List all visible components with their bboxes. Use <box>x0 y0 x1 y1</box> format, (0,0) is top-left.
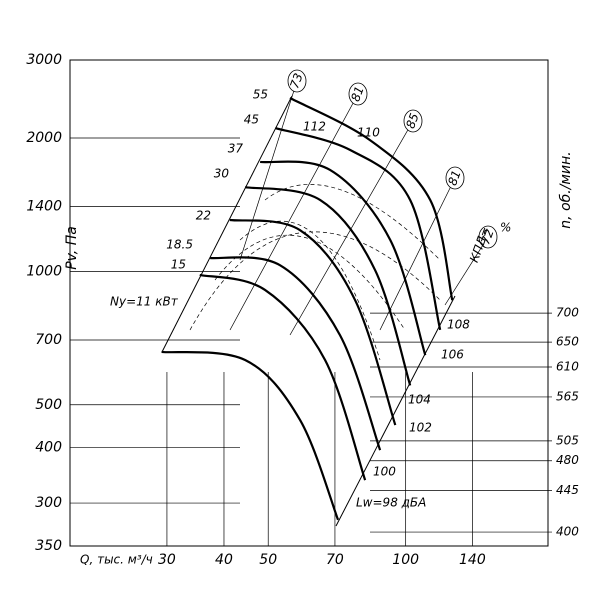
y2-tick-label: 610 <box>556 359 579 373</box>
y2-axis-title: n, об./мин. <box>558 151 574 228</box>
y2-tick-label: 505 <box>556 433 579 447</box>
efficiency-label: 81 <box>348 84 366 103</box>
efficiency-circle <box>287 69 307 93</box>
x-tick-label: 40 <box>215 552 233 568</box>
y-tick-label: 400 <box>35 440 62 456</box>
noise-label: 110 <box>357 126 380 140</box>
efficiency-contour <box>239 220 381 361</box>
efficiency-ray <box>444 236 489 306</box>
y-tick-label: 700 <box>35 332 62 348</box>
y-axis-title: Pv, Па <box>64 226 80 270</box>
efficiency-ray <box>289 120 414 336</box>
fan-curve <box>289 97 454 301</box>
y-tick-label: 1000 <box>26 263 62 279</box>
y2-tick-label: 650 <box>556 335 579 349</box>
fan-curve <box>229 218 397 426</box>
efficiency-label: 72 <box>478 227 496 246</box>
plot-frame <box>69 59 549 547</box>
x-tick-label: 140 <box>459 552 486 568</box>
x-tick-label: 100 <box>392 552 419 568</box>
x-tick-label: 70 <box>326 552 344 568</box>
y-tick-label: 3000 <box>26 52 62 68</box>
y2-tick-label: 700 <box>556 306 579 320</box>
power-label: 15 <box>171 258 186 272</box>
efficiency-unit: % <box>500 221 511 235</box>
fan-curve <box>260 160 427 356</box>
power-label: 18.5 <box>166 238 193 252</box>
power-label: 45 <box>244 113 259 127</box>
efficiency-label: 73 <box>287 71 305 90</box>
power-label: 22 <box>196 209 211 223</box>
noise-label: Lw=98 дБА <box>356 496 426 510</box>
power-label: Ny=11 кВт <box>110 295 179 309</box>
noise-label: 108 <box>447 318 470 332</box>
fan-curve <box>161 350 340 521</box>
efficiency-ray <box>239 80 298 261</box>
y2-tick-label: 400 <box>556 525 579 539</box>
efficiency-contour <box>189 231 441 331</box>
right-boundary <box>335 295 456 527</box>
noise-label: 112 <box>303 120 326 134</box>
y-tick-label: 2000 <box>26 130 62 146</box>
power-label: 30 <box>214 167 230 181</box>
efficiency-circle <box>348 82 368 106</box>
noise-label: 106 <box>441 348 464 362</box>
x-axis-title: Q, тыс. м³/ч <box>80 553 153 567</box>
efficiency-circle <box>445 166 465 190</box>
y2-tick-label: 565 <box>556 389 579 403</box>
power-label: 55 <box>253 88 268 102</box>
efficiency-circle <box>403 109 423 133</box>
efficiency-ray <box>229 93 359 331</box>
fan-curve <box>244 186 412 386</box>
fan-curve <box>199 273 367 481</box>
noise-label: 104 <box>408 393 431 407</box>
left-boundary <box>161 95 293 353</box>
efficiency-label: 81 <box>445 168 463 187</box>
efficiency-label: 85 <box>403 111 421 130</box>
x-tick-label: 50 <box>259 552 277 568</box>
y-tick-label: 1400 <box>26 199 62 215</box>
power-label: 37 <box>228 142 244 156</box>
y-tick-label: 500 <box>35 397 62 413</box>
efficiency-ray <box>379 177 456 331</box>
efficiency-contour <box>264 184 441 261</box>
x-tick-label: 30 <box>158 552 176 568</box>
efficiency-circle <box>478 225 498 249</box>
y-tick-label: 350 <box>35 538 62 554</box>
y-tick-label: 300 <box>35 495 62 511</box>
noise-label: 102 <box>409 421 432 435</box>
efficiency-contour <box>214 234 406 331</box>
fan-curve <box>274 127 442 331</box>
y2-tick-label: 445 <box>556 483 579 497</box>
y2-tick-label: 480 <box>556 453 579 467</box>
noise-label: 100 <box>373 465 396 479</box>
fan-curve <box>210 256 382 451</box>
